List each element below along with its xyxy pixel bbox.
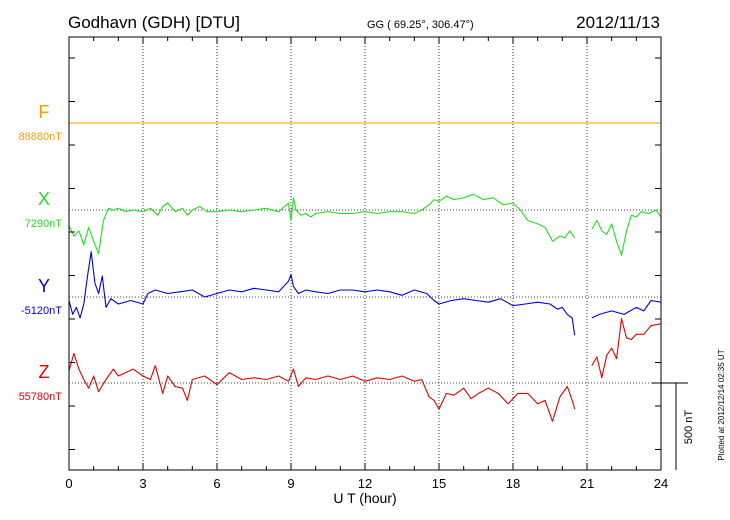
x-tick-label: 18	[506, 476, 520, 491]
panel-labels: F 88880nT X 7290nT Y -5120nT Z 55780nT	[19, 102, 63, 403]
f-component-label: F	[39, 102, 50, 122]
x-baseline-label: 7290nT	[25, 218, 63, 230]
grid-lines	[69, 37, 661, 470]
x-axis: 0 3 6 9 12 15 18 21 24	[65, 37, 668, 491]
x-tick-label: 6	[213, 476, 220, 491]
x-tick-label: 3	[139, 476, 146, 491]
x-tick-label: 12	[358, 476, 372, 491]
x-axis-label: U T (hour)	[333, 490, 396, 506]
z-baseline-label: 55780nT	[19, 391, 63, 403]
z-component-label: Z	[39, 362, 50, 382]
x-tick-label: 9	[287, 476, 294, 491]
x-tick-label: 0	[65, 476, 72, 491]
plotted-note: Plotted at 2012/12/14 02:35 UT	[717, 349, 726, 460]
x-tick-label: 24	[654, 476, 668, 491]
date-label: 2012/11/13	[576, 13, 660, 32]
scale-bar-label: 500 nT	[683, 410, 695, 445]
y-component-label: Y	[38, 276, 50, 296]
f-baseline-label: 88880nT	[19, 131, 63, 143]
x-tick-label: 15	[432, 476, 446, 491]
scale-bar: 500 nT	[652, 382, 695, 470]
series-group	[68, 122, 662, 422]
y-series-line	[68, 251, 662, 336]
z-series-line	[68, 318, 662, 422]
x-series-line	[68, 193, 662, 256]
station-coordinates: GG ( 69.25°, 306.47°)	[367, 19, 474, 31]
x-tick-label: 21	[580, 476, 594, 491]
y-baseline-label: -5120nT	[21, 305, 62, 317]
station-title: Godhavn (GDH) [DTU]	[68, 13, 240, 32]
x-component-label: X	[38, 189, 50, 209]
